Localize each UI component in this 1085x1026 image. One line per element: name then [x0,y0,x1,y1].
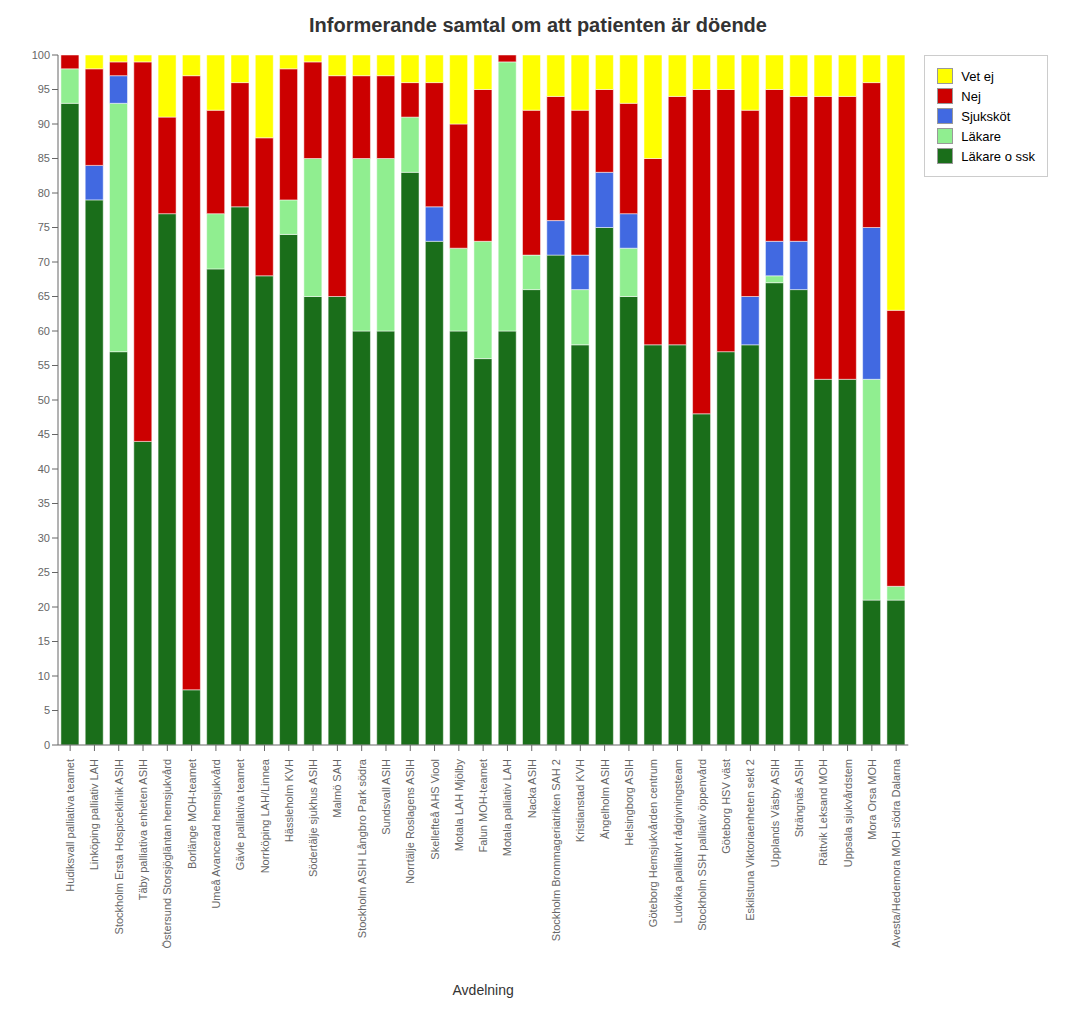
svg-text:Stockholm Ersta Hospiceklinik: Stockholm Ersta Hospiceklinik ASIH [113,759,125,935]
html-text:Nej: Nej [961,88,981,104]
svg-text:Östersund Storsjögläntan hemsj: Östersund Storsjögläntan hemsjukvård [161,759,173,949]
html-text:Läkare o ssk: Läkare o ssk [961,148,1035,164]
svg-text:80: 80 [38,187,50,199]
svg-text:Hässleholm KVH: Hässleholm KVH [283,759,295,842]
svg-text:Mora Orsa MOH: Mora Orsa MOH [866,759,878,840]
svg-text:Södertälje sjukhus ASIH: Södertälje sjukhus ASIH [307,759,319,877]
svg-text:90: 90 [38,118,50,130]
svg-text:Skellefteå AHS Viool: Skellefteå AHS Viool [429,759,441,860]
svg-text:85: 85 [38,152,50,164]
svg-text:Ludvika palliativt rådgivnings: Ludvika palliativt rådgivningsteam [672,759,684,923]
svg-text:30: 30 [38,532,50,544]
svg-text:Helsingborg ASIH: Helsingborg ASIH [623,759,635,846]
svg-text:Göteborg Hemsjukvården centrum: Göteborg Hemsjukvården centrum [647,759,659,927]
svg-text:Avdelning: Avdelning [453,982,514,998]
svg-text:Falun MOH-teamet: Falun MOH-teamet [477,759,489,853]
svg-text:Strängnäs ASIH: Strängnäs ASIH [793,759,805,837]
svg-text:Kristianstad KVH: Kristianstad KVH [574,759,586,842]
svg-text:Stockholm Brommageriatriken SA: Stockholm Brommageriatriken SAH 2 [550,759,562,941]
svg-text:65: 65 [38,290,50,302]
svg-text:Stockholm ASIH Långbro Park sö: Stockholm ASIH Långbro Park södra [356,758,368,938]
svg-text:Malmö SAH: Malmö SAH [331,759,343,818]
svg-text:45: 45 [38,428,50,440]
svg-text:Hudiksvall palliativa teamet: Hudiksvall palliativa teamet [64,759,76,892]
svg-text:50: 50 [38,394,50,406]
svg-text:Upplands Väsby ASIH: Upplands Väsby ASIH [769,759,781,867]
svg-text:Borlänge MOH-teamet: Borlänge MOH-teamet [186,759,198,869]
html-text:Läkare: Läkare [961,128,1001,144]
svg-text:75: 75 [38,221,50,233]
svg-text:20: 20 [38,601,50,613]
html-text:Sjuksköt: Sjuksköt [961,108,1011,124]
html-text:Vet ej: Vet ej [961,68,994,84]
svg-text:10: 10 [38,670,50,682]
svg-text:40: 40 [38,463,50,475]
svg-text:25: 25 [38,566,50,578]
svg-text:95: 95 [38,83,50,95]
svg-text:Linköping palliativ LAH: Linköping palliativ LAH [88,759,100,870]
svg-text:100: 100 [32,49,50,61]
svg-text:5: 5 [44,704,50,716]
svg-text:Täby palliativa enheten ASIH: Täby palliativa enheten ASIH [137,759,149,900]
html-text:Informerande samtal om att pat: Informerande samtal om att patienten är … [309,14,767,36]
svg-text:Ängelholm ASIH: Ängelholm ASIH [599,759,611,839]
svg-text:35: 35 [38,497,50,509]
svg-text:Avesta/Hedemora MOH södra Dala: Avesta/Hedemora MOH södra Dalarna [890,758,902,948]
svg-text:Eskilstuna Viktoriaenheten sek: Eskilstuna Viktoriaenheten sekt 2 [744,759,756,921]
svg-text:Sundsvall ASIH: Sundsvall ASIH [380,759,392,835]
svg-text:Umeå Avancerad hemsjukvård: Umeå Avancerad hemsjukvård [210,759,222,909]
svg-text:55: 55 [38,359,50,371]
svg-text:60: 60 [38,325,50,337]
svg-text:Rättvik Leksand MOH: Rättvik Leksand MOH [817,759,829,866]
svg-text:15: 15 [38,635,50,647]
svg-text:Göteborg HSV väst: Göteborg HSV väst [720,759,732,854]
svg-text:Nacka ASIH: Nacka ASIH [526,759,538,818]
svg-text:Norrtälje Roslagens ASIH: Norrtälje Roslagens ASIH [404,759,416,884]
svg-text:70: 70 [38,256,50,268]
svg-text:Uppsala sjukvårdstem: Uppsala sjukvårdstem [842,759,854,867]
svg-text:0: 0 [44,739,50,751]
svg-text:Norrköping LAH/Linnea: Norrköping LAH/Linnea [259,758,271,873]
svg-text:Gävle palliativa teamet: Gävle palliativa teamet [234,759,246,870]
svg-text:Motala LAH Mjölby: Motala LAH Mjölby [453,759,465,852]
svg-text:Motala palliativ LAH: Motala palliativ LAH [501,759,513,856]
svg-text:Stockholm SSH palliativ öppenv: Stockholm SSH palliativ öppenvård [696,759,708,931]
